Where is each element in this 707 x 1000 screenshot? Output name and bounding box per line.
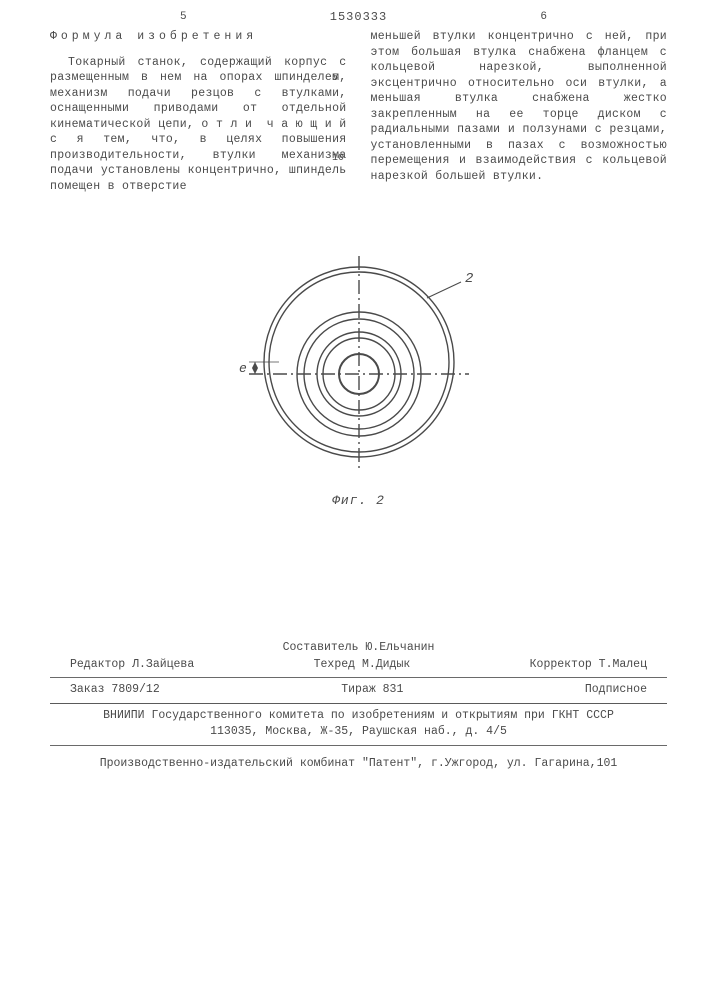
- figure-label-2: 2: [465, 271, 473, 287]
- divider-1: [50, 677, 667, 678]
- compiler-row: Составитель Ю.Ельчанин: [50, 640, 667, 656]
- footer-line-1: ВНИИПИ Государственного комитета по изоб…: [50, 708, 667, 724]
- credits-block: Составитель Ю.Ельчанин Редактор Л.Зайцев…: [50, 640, 667, 772]
- doc-number: 1530333: [50, 9, 667, 25]
- order: Заказ 7809/12: [70, 682, 160, 698]
- tirage: Тираж 831: [341, 682, 403, 698]
- footer-vniip: ВНИИПИ Государственного комитета по изоб…: [50, 708, 667, 739]
- divider-3: [50, 745, 667, 746]
- line-numbers: 5 10: [332, 72, 344, 165]
- order-row: Заказ 7809/12 Тираж 831 Подписное: [50, 680, 667, 700]
- techred: Техред М.Дидык: [314, 657, 411, 673]
- staff-row: Редактор Л.Зайцева Техред М.Дидык Коррек…: [50, 655, 667, 675]
- footer-patent: Производственно-издательский комбинат "П…: [50, 756, 667, 772]
- compiler-name: Ю.Ельчанин: [365, 641, 434, 654]
- editor: Редактор Л.Зайцева: [70, 657, 194, 673]
- figure-label-e: e: [239, 361, 247, 376]
- subscription: Подписное: [585, 682, 647, 698]
- right-column: меньшей втулки концентрично с ней, при э…: [371, 29, 668, 194]
- line-num-10: 10: [332, 152, 344, 166]
- figure-svg: 2 e: [209, 254, 509, 484]
- figure-caption: Фиг. 2: [50, 492, 667, 510]
- figure-2: 2 e Фиг. 2: [50, 254, 667, 510]
- footer-line-2: 113035, Москва, Ж-35, Раушская наб., д. …: [50, 724, 667, 740]
- left-col-text: Токарный станок, содержащий корпус с раз…: [50, 55, 347, 195]
- right-col-text: меньшей втулки концентрично с ней, при э…: [371, 29, 668, 184]
- line-num-5: 5: [332, 72, 344, 86]
- compiler-label: Составитель: [283, 641, 359, 654]
- col-num-left: 5: [180, 10, 187, 25]
- left-column: Формула изобретения Токарный станок, сод…: [50, 29, 347, 194]
- corrector: Корректор Т.Малец: [530, 657, 647, 673]
- formula-title: Формула изобретения: [50, 29, 347, 45]
- divider-2: [50, 703, 667, 704]
- col-num-right: 6: [540, 10, 547, 25]
